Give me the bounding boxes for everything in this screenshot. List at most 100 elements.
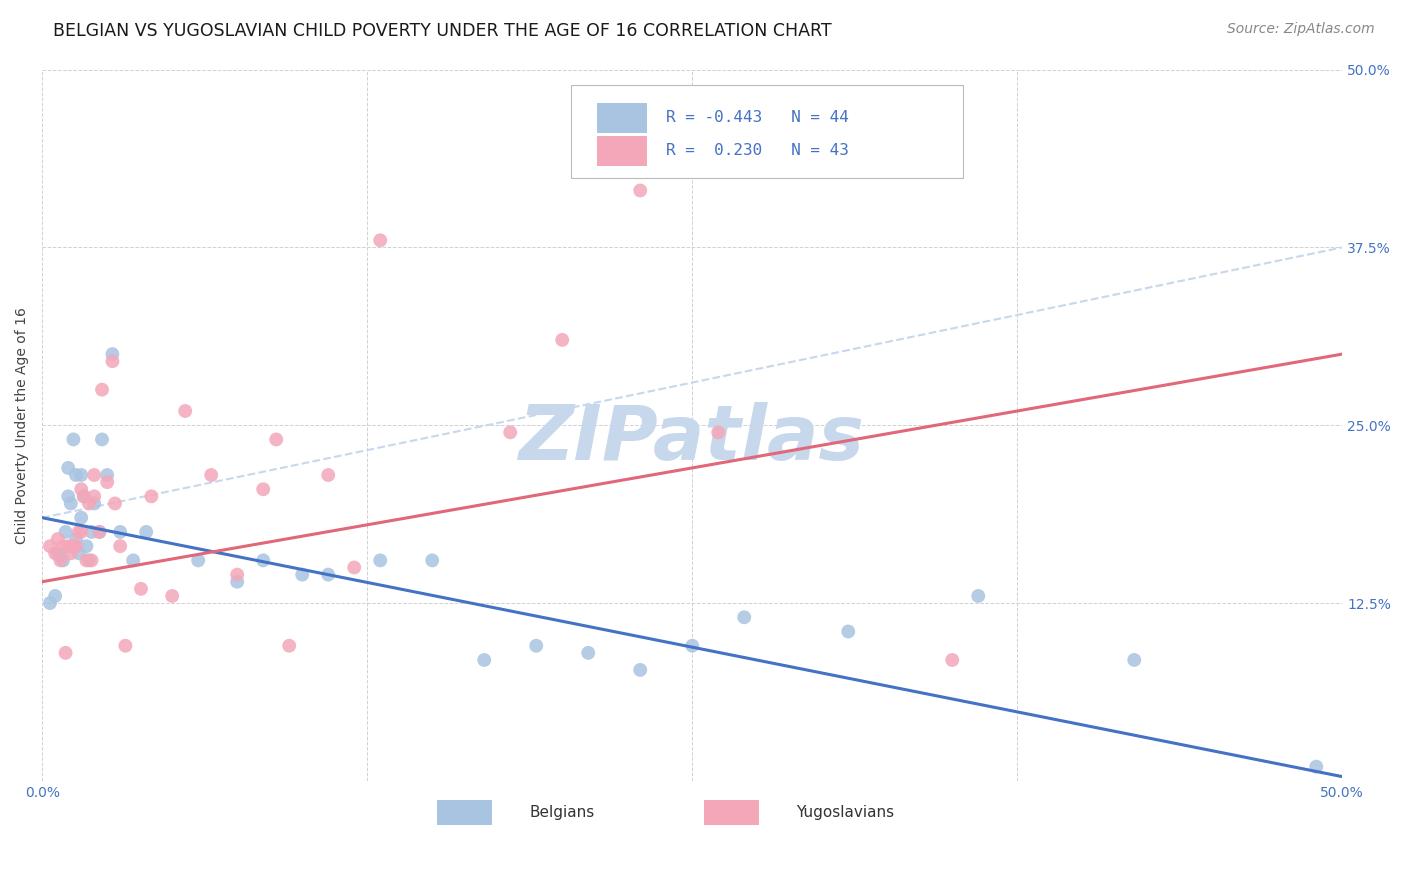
Point bbox=[75, 539, 97, 553]
Point bbox=[628, 663, 651, 677]
Point bbox=[44, 589, 66, 603]
Point bbox=[551, 333, 574, 347]
Point bbox=[368, 233, 391, 247]
Bar bbox=[437, 800, 492, 825]
Point bbox=[343, 560, 366, 574]
Text: R =  0.230   N = 43: R = 0.230 N = 43 bbox=[666, 143, 849, 158]
Point bbox=[73, 489, 96, 503]
Point bbox=[122, 553, 145, 567]
Point bbox=[524, 639, 547, 653]
Point bbox=[73, 489, 96, 503]
Point bbox=[707, 425, 730, 440]
Bar bbox=[704, 800, 758, 825]
Point bbox=[46, 546, 69, 560]
Point bbox=[59, 496, 82, 510]
Point bbox=[278, 639, 301, 653]
Point bbox=[160, 589, 183, 603]
Point bbox=[499, 425, 522, 440]
Point bbox=[368, 553, 391, 567]
Point bbox=[58, 461, 80, 475]
Point bbox=[104, 496, 127, 510]
Point bbox=[67, 546, 90, 560]
Point bbox=[174, 404, 197, 418]
Point bbox=[681, 639, 703, 653]
Point bbox=[39, 596, 62, 610]
Point bbox=[39, 539, 62, 553]
Point bbox=[52, 553, 75, 567]
Point bbox=[1123, 653, 1146, 667]
Point bbox=[62, 539, 84, 553]
Point bbox=[135, 524, 157, 539]
Point bbox=[67, 524, 90, 539]
Point bbox=[89, 524, 111, 539]
Point bbox=[108, 524, 131, 539]
Point bbox=[49, 549, 72, 563]
Point bbox=[141, 489, 163, 503]
Point bbox=[75, 553, 97, 567]
Point bbox=[1305, 759, 1327, 773]
Point bbox=[44, 546, 66, 560]
Point bbox=[46, 532, 69, 546]
Point bbox=[967, 589, 990, 603]
Point bbox=[62, 433, 84, 447]
Point bbox=[70, 482, 93, 496]
Point bbox=[316, 468, 339, 483]
Point bbox=[200, 468, 222, 483]
Point bbox=[101, 347, 124, 361]
Point bbox=[65, 532, 87, 546]
Point bbox=[80, 553, 103, 567]
Point bbox=[252, 553, 274, 567]
Point bbox=[291, 567, 314, 582]
Point bbox=[108, 539, 131, 553]
Point bbox=[472, 653, 495, 667]
Text: Belgians: Belgians bbox=[530, 805, 595, 821]
Text: Source: ZipAtlas.com: Source: ZipAtlas.com bbox=[1227, 22, 1375, 37]
Point bbox=[129, 582, 152, 596]
Point bbox=[114, 639, 136, 653]
Point bbox=[252, 482, 274, 496]
Point bbox=[83, 468, 105, 483]
Point bbox=[65, 539, 87, 553]
Point bbox=[52, 539, 75, 553]
Text: BELGIAN VS YUGOSLAVIAN CHILD POVERTY UNDER THE AGE OF 16 CORRELATION CHART: BELGIAN VS YUGOSLAVIAN CHILD POVERTY UND… bbox=[53, 22, 832, 40]
Point bbox=[576, 646, 599, 660]
Point bbox=[96, 468, 118, 483]
Point bbox=[77, 553, 100, 567]
Point bbox=[91, 433, 114, 447]
Point bbox=[59, 546, 82, 560]
Text: ZIPatlas: ZIPatlas bbox=[519, 402, 865, 476]
Point bbox=[55, 524, 77, 539]
Point bbox=[91, 383, 114, 397]
Point bbox=[83, 496, 105, 510]
Point bbox=[70, 510, 93, 524]
Bar bbox=[598, 103, 647, 133]
Point bbox=[733, 610, 755, 624]
Point bbox=[70, 524, 93, 539]
Point bbox=[83, 489, 105, 503]
Point bbox=[49, 553, 72, 567]
Point bbox=[80, 524, 103, 539]
Point bbox=[226, 574, 249, 589]
Point bbox=[96, 475, 118, 490]
Point bbox=[55, 646, 77, 660]
Point bbox=[226, 567, 249, 582]
Y-axis label: Child Poverty Under the Age of 16: Child Poverty Under the Age of 16 bbox=[15, 307, 30, 543]
Point bbox=[58, 489, 80, 503]
Point bbox=[77, 496, 100, 510]
Point bbox=[101, 354, 124, 368]
Point bbox=[420, 553, 443, 567]
Text: Yugoslavians: Yugoslavians bbox=[796, 805, 894, 821]
Point bbox=[264, 433, 287, 447]
Bar bbox=[598, 136, 647, 166]
FancyBboxPatch shape bbox=[571, 86, 963, 178]
Point bbox=[70, 468, 93, 483]
Point bbox=[837, 624, 859, 639]
Point bbox=[89, 524, 111, 539]
Point bbox=[65, 468, 87, 483]
Point bbox=[316, 567, 339, 582]
Point bbox=[187, 553, 209, 567]
Point bbox=[628, 184, 651, 198]
Text: R = -0.443   N = 44: R = -0.443 N = 44 bbox=[666, 111, 849, 126]
Point bbox=[58, 539, 80, 553]
Point bbox=[941, 653, 963, 667]
